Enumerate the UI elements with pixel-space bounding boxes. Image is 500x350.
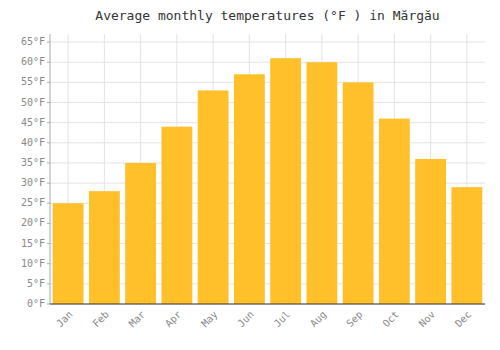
y-tick-label: 15°F [21, 238, 45, 249]
y-tick [47, 203, 50, 204]
y-tick [47, 183, 50, 184]
x-tick-label: Mar [127, 309, 148, 330]
bar [161, 127, 192, 304]
y-tick [47, 42, 50, 43]
y-axis: 0°F 5°F 10°F 15°F 20°F 25°F 30°F 35°F 40°F 45°F 50… [21, 36, 50, 309]
y-tick-label: 40°F [21, 137, 45, 148]
bar [451, 187, 482, 304]
y-tick [47, 243, 50, 244]
x-tick-label: Jan [54, 309, 75, 330]
x-axis: Jan Feb Mar Apr May Jun Jul Aug Sep Oct Nov Dec [54, 309, 473, 330]
x-axis-line [50, 304, 485, 305]
grid-line-y [50, 304, 485, 305]
x-tick-label: May [199, 309, 220, 330]
bars [53, 58, 483, 304]
y-tick [47, 122, 50, 123]
bar [415, 159, 446, 304]
y-tick [47, 283, 50, 284]
y-tick [47, 304, 50, 305]
y-tick-label: 30°F [21, 177, 45, 188]
x-tick-label: Aug [308, 309, 329, 330]
x-tick-label: Jun [235, 309, 256, 330]
y-tick-label: 20°F [21, 217, 45, 228]
y-tick-label: 35°F [21, 157, 45, 168]
bar [53, 203, 84, 304]
y-tick-label: 45°F [21, 117, 45, 128]
y-tick-label: 50°F [21, 97, 45, 108]
y-tick [47, 82, 50, 83]
y-tick-label: 25°F [21, 197, 45, 208]
x-tick-label: Jul [272, 309, 293, 330]
x-tick-label: Dec [453, 309, 474, 330]
y-tick-label: 55°F [21, 76, 45, 87]
bar [125, 163, 156, 304]
bar [270, 58, 301, 304]
grid-line-y [50, 82, 485, 83]
grid-line-y [50, 102, 485, 103]
bar [379, 119, 410, 304]
grid-line-y [50, 42, 485, 43]
x-tick-label: Nov [417, 309, 438, 330]
y-tick [47, 263, 50, 264]
bar [343, 82, 374, 304]
y-tick-label: 0°F [27, 298, 45, 309]
x-tick-label: Apr [163, 309, 184, 330]
grid-line-y [50, 62, 485, 63]
bar [234, 74, 265, 304]
x-tick-label: Sep [344, 309, 365, 330]
bar [198, 90, 229, 304]
bar [306, 62, 337, 304]
y-tick-label: 10°F [21, 258, 45, 269]
y-tick [47, 62, 50, 63]
x-tick-label: Oct [380, 309, 401, 330]
background [0, 0, 500, 350]
grid-line-y [50, 142, 485, 143]
y-tick-label: 60°F [21, 56, 45, 67]
x-tick-label: Feb [90, 309, 111, 330]
chart-container: Average monthly temperatures (°F ) in Mă… [0, 0, 500, 350]
grid-line-y [50, 122, 485, 123]
y-tick [47, 223, 50, 224]
y-tick-label: 65°F [21, 36, 45, 47]
bar [89, 191, 120, 304]
y-tick [47, 142, 50, 143]
y-tick-label: 5°F [27, 278, 45, 289]
chart: Average monthly temperatures (°F ) in Mă… [0, 0, 500, 350]
title: Average monthly temperatures (°F ) in Mă… [95, 8, 439, 23]
y-tick [47, 162, 50, 163]
grid [50, 34, 485, 304]
y-tick [47, 102, 50, 103]
